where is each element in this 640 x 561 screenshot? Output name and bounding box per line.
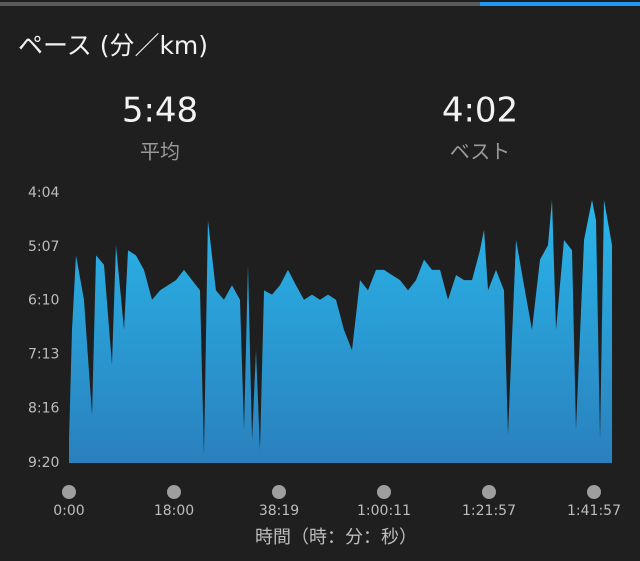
x-tick-label: 1:00:11 [357, 503, 411, 519]
stat-label: 平均 [140, 140, 180, 164]
y-tick-label: 9:20 [28, 455, 59, 471]
y-tick-label: 7:13 [28, 346, 59, 362]
stat-value: 5:48 [122, 91, 198, 131]
x-tick-dot [587, 485, 601, 499]
y-tick-label: 6:10 [28, 293, 59, 309]
x-tick-dot [482, 485, 496, 499]
y-tick-label: 5:07 [28, 239, 59, 255]
stat-value: 4:02 [442, 91, 518, 131]
progress-indicator [480, 2, 640, 6]
x-tick-dot [377, 485, 391, 499]
x-tick-label: 1:21:57 [462, 503, 516, 519]
x-tick-label: 18:00 [154, 503, 194, 519]
x-tick-dot [62, 485, 76, 499]
y-tick-label: 8:16 [28, 400, 60, 416]
x-tick-label: 1:41:57 [567, 503, 621, 519]
x-tick-dot [272, 485, 286, 499]
x-tick-label: 0:00 [53, 503, 84, 519]
x-tick-label: 38:19 [259, 503, 299, 519]
x-tick-dot [167, 485, 181, 499]
pace-area [69, 199, 613, 463]
y-tick-label: 4:04 [28, 185, 60, 201]
progress-track [0, 2, 480, 6]
x-axis-label: 時間（時：分：秒） [255, 527, 417, 548]
stat-label: ベスト [450, 140, 510, 164]
chart-title: ペース (分／km) [18, 31, 208, 60]
